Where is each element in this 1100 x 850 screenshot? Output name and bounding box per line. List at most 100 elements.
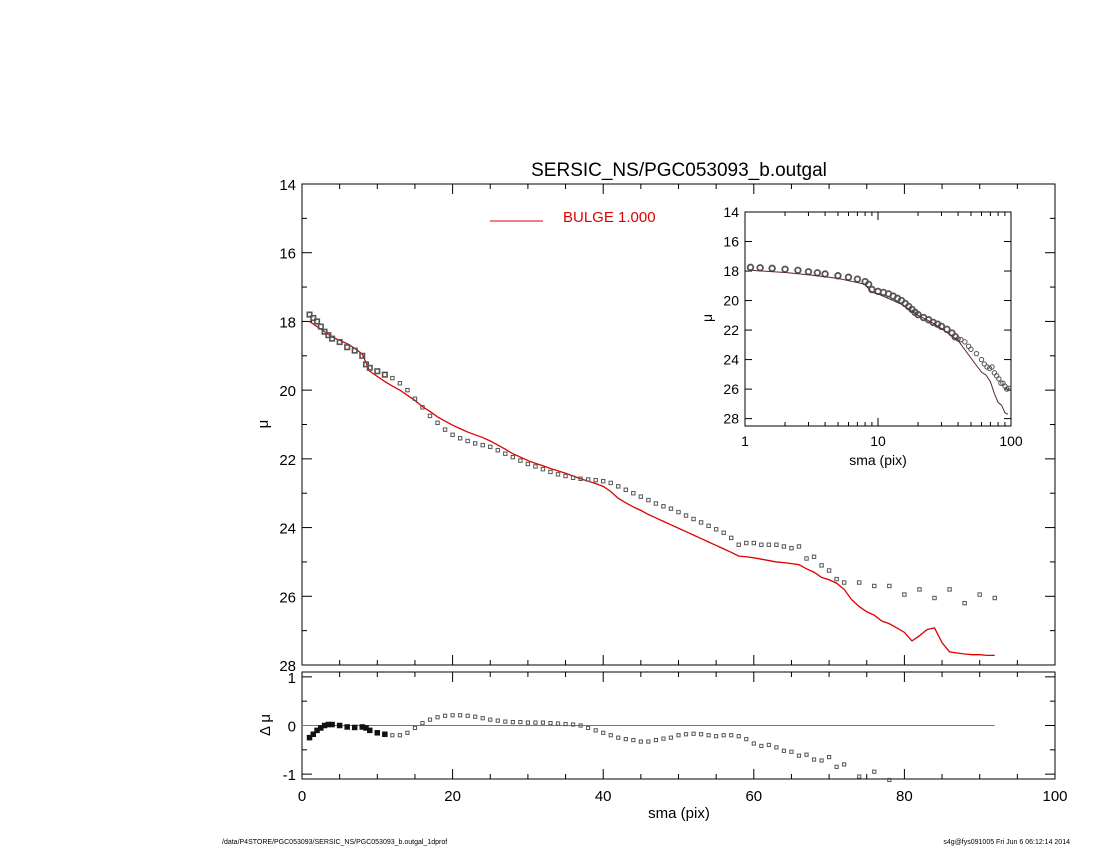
inset-data-point: [914, 310, 922, 319]
residual-point: [646, 739, 651, 744]
data-point: [826, 568, 832, 573]
residual-point: [751, 741, 756, 746]
data-point: [841, 580, 847, 585]
inset-y-tick-label: 22: [723, 322, 739, 338]
residual-point: [683, 732, 689, 737]
data-point: [872, 583, 877, 589]
residual-point: [811, 757, 817, 762]
residual-point: [540, 720, 546, 725]
residual-point: [495, 718, 500, 723]
residual-point: [631, 737, 636, 743]
data-point: [457, 436, 463, 441]
data-point: [518, 458, 523, 463]
inset-data-point: [968, 346, 974, 352]
inset-data-point: [844, 273, 853, 281]
residual-point: [533, 720, 538, 725]
residual-point: [608, 733, 613, 738]
residual-point: [412, 725, 418, 731]
residual-point: [336, 722, 343, 729]
data-point: [917, 587, 922, 592]
residual-point: [691, 731, 696, 736]
data-point: [766, 542, 772, 547]
bulge-model-line: [309, 320, 995, 657]
residual-point: [623, 737, 628, 742]
data-point: [751, 540, 756, 546]
residual-point: [563, 721, 568, 727]
data-point: [503, 451, 508, 456]
inset-y-tick-label: 24: [723, 352, 739, 368]
data-point: [555, 472, 561, 477]
residual-point: [548, 720, 553, 726]
residual-point: [789, 749, 794, 754]
data-point: [721, 530, 726, 535]
inset-y-tick-label: 16: [723, 234, 739, 250]
inset-x-tick-label: 100: [999, 433, 1023, 449]
data-point: [781, 544, 787, 549]
data-point: [819, 563, 824, 568]
residual-point: [796, 753, 802, 758]
residual-x-tick-label: 0: [298, 788, 306, 805]
inset-x-axis-label: sma (pix): [849, 452, 907, 468]
data-point: [336, 338, 343, 346]
inset-background: [745, 212, 1011, 426]
main-y-tick-label: 26: [279, 589, 296, 606]
residual-x-tick-label: 20: [444, 788, 461, 805]
residual-point: [397, 733, 402, 738]
inset-data-point: [768, 264, 776, 273]
main-model-group: [309, 320, 995, 657]
residual-point: [661, 736, 666, 741]
main-y-tick-label: 20: [279, 383, 296, 400]
data-point: [472, 441, 478, 446]
data-point: [608, 480, 613, 486]
inset-data-point: [989, 364, 995, 370]
data-point: [321, 328, 328, 335]
data-point: [962, 600, 967, 606]
residual-y-axis-label: Δ μ: [257, 714, 274, 736]
residual-point: [382, 731, 388, 738]
data-point: [744, 540, 749, 546]
residual-point: [706, 733, 711, 738]
main-axis-ticks: 14 16 18 20 22 24 26 28: [279, 177, 1056, 675]
inset-data-point: [978, 356, 985, 363]
residual-point: [310, 731, 317, 738]
data-point: [992, 595, 997, 601]
inset-data-point: [794, 266, 802, 274]
residual-point: [804, 752, 809, 757]
inset-data-point: [746, 263, 755, 272]
residual-axis-ticks: 10-10 20 40 60 80 100: [283, 670, 1068, 805]
residual-point: [616, 735, 621, 740]
residual-point: [766, 742, 771, 748]
residual-point: [653, 737, 659, 743]
data-point: [397, 381, 403, 386]
residual-point: [344, 724, 350, 730]
residual-point: [503, 719, 508, 724]
data-point: [344, 344, 351, 351]
data-point: [759, 542, 764, 547]
residual-point: [306, 734, 313, 741]
residual-point: [593, 728, 598, 733]
data-point: [593, 477, 598, 483]
residual-point: [601, 730, 606, 735]
data-point: [736, 542, 741, 547]
data-point: [390, 375, 395, 381]
data-point: [646, 497, 651, 503]
residual-point: [480, 716, 485, 721]
data-point: [351, 347, 358, 354]
data-point: [706, 523, 711, 529]
inset-data-point: [864, 280, 873, 289]
residual-point: [759, 743, 764, 749]
residual-point: [525, 720, 530, 725]
residual-point: [736, 734, 741, 739]
inset-y-axis-label: μ: [699, 314, 715, 322]
data-point: [420, 405, 425, 410]
data-point: [661, 504, 666, 509]
inset-data-point: [973, 350, 980, 357]
residual-point: [435, 715, 440, 720]
main-y-tick-label: 18: [279, 314, 296, 331]
residual-x-tick-label: 100: [1042, 788, 1067, 805]
data-point: [374, 368, 381, 375]
data-point: [563, 473, 568, 479]
inset-panel: 14 16 18 20 22 24 26 281 10 100 μ sma (pix): [699, 204, 1023, 468]
data-point: [691, 516, 696, 522]
